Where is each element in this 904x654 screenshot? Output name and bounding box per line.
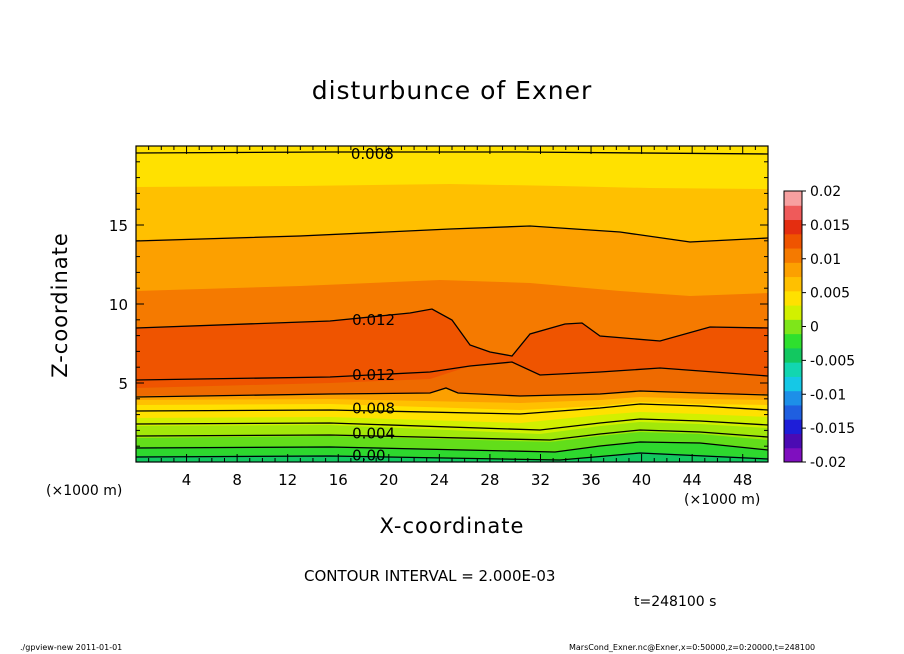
contour-line-4 — [136, 361, 768, 381]
x-tick-label: 16 — [329, 471, 348, 489]
colorbar-swatch — [784, 205, 802, 221]
x-tick-label: 36 — [581, 471, 600, 489]
x-axis-label: X-coordinate — [379, 514, 525, 538]
colorbar-label: 0.01 — [810, 252, 841, 268]
contour-line-5 — [136, 387, 768, 398]
colorbar-swatch — [784, 219, 802, 235]
y-tick-label: 5 — [118, 375, 128, 393]
x-tick-label: 8 — [232, 471, 242, 489]
contour-band-13 — [136, 452, 768, 462]
time-stamp: t=248100 s — [634, 594, 717, 610]
colorbar-swatch — [784, 305, 802, 320]
colorbar-swatch — [784, 362, 802, 377]
colorbar-swatch — [784, 333, 802, 349]
footer-right: MarsCond_Exner.nc@Exner,x=0:50000,z=0:20… — [569, 643, 816, 652]
contour-label: 0.012 — [352, 311, 395, 329]
colorbar-label: 0.015 — [810, 218, 850, 234]
y-tick-label: 10 — [109, 296, 128, 314]
contour-line-7 — [136, 418, 768, 431]
colorbar-label: -0.01 — [810, 387, 846, 403]
x-tick-label: 24 — [430, 471, 449, 489]
contour-line-9 — [136, 441, 768, 453]
y-tick-label: 15 — [109, 217, 128, 235]
colorbar-swatch — [784, 290, 802, 306]
colorbar-swatch — [784, 404, 802, 420]
contour-line-3 — [136, 308, 768, 357]
colorbar-swatch — [784, 262, 802, 278]
plot-fill-bands — [136, 146, 768, 462]
contour-label: 0.012 — [352, 366, 395, 384]
y-axis-label: Z-coordinate — [48, 232, 72, 378]
contour-labels: 0.008 0.012 0.012 0.008 0.004 0.00 — [351, 145, 395, 465]
colorbar-swatch — [784, 191, 802, 206]
colorbar-swatch — [784, 376, 802, 392]
x-tick-label: 32 — [531, 471, 550, 489]
colorbar-swatch — [784, 433, 802, 449]
x-tick-label: 40 — [632, 471, 651, 489]
contour-lines — [136, 151, 768, 461]
contour-line-6 — [136, 403, 768, 415]
colorbar-label: 0.005 — [810, 286, 850, 302]
colorbar-swatch — [784, 248, 802, 263]
colorbar-swatch — [784, 319, 802, 335]
contour-label: 0.004 — [352, 425, 395, 443]
x-tick-label: 12 — [278, 471, 297, 489]
colorbar-swatch — [784, 390, 802, 406]
contour-line-1 — [136, 151, 768, 155]
contour-label: 0.008 — [352, 399, 395, 417]
colorbar-swatch — [784, 419, 802, 434]
x-tick-label: 28 — [480, 471, 499, 489]
contour-line-10 — [136, 452, 768, 461]
x-tick-label: 20 — [379, 471, 398, 489]
contour-band-top — [136, 146, 768, 156]
colorbar: 0.02 0.015 0.01 0.005 0 -0.005 -0.01 -0.015 -0.0… — [783, 184, 855, 471]
footer-left: ./gpview-new 2011-01-01 — [20, 643, 123, 652]
colorbar-swatch — [784, 276, 802, 292]
x-unit-label-right: (×1000 m) — [684, 492, 761, 508]
colorbar-label: 0 — [810, 320, 819, 336]
colorbar-label: 0.02 — [810, 184, 841, 200]
x-tick-label: 4 — [182, 471, 192, 489]
colorbar-label: -0.02 — [810, 455, 846, 471]
axis-ticks — [135, 145, 769, 463]
x-unit-label-left: (×1000 m) — [46, 483, 123, 499]
colorbar-label: -0.005 — [810, 353, 855, 369]
contour-interval-text: CONTOUR INTERVAL = 2.000E-03 — [304, 567, 556, 585]
contour-label: 0.00 — [352, 447, 385, 465]
colorbar-swatch — [784, 447, 802, 463]
x-tick-label: 44 — [683, 471, 702, 489]
colorbar-label: -0.015 — [810, 421, 855, 437]
x-tick-label: 48 — [733, 471, 752, 489]
contour-line-2 — [136, 225, 768, 243]
contour-line-8 — [136, 429, 768, 441]
contour-label: 0.008 — [351, 145, 394, 163]
chart-title: disturbunce of Exner — [311, 76, 593, 105]
colorbar-swatch — [784, 347, 802, 363]
colorbar-swatch — [784, 233, 802, 249]
